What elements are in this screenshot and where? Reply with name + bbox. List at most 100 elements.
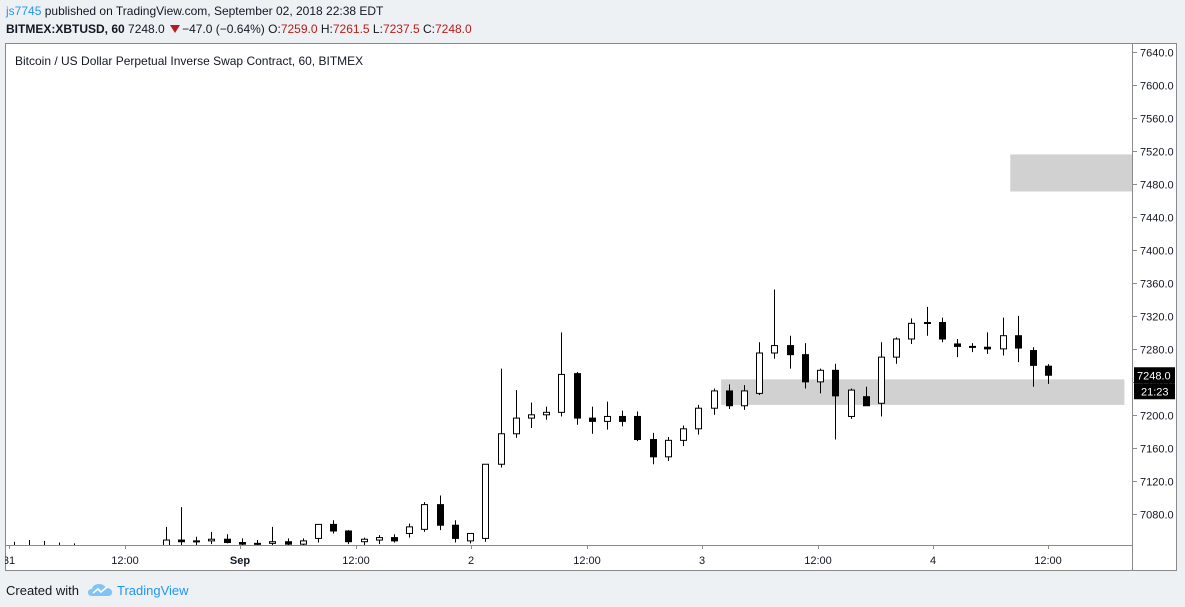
candle-up xyxy=(878,356,885,404)
x-tick-label: 4 xyxy=(930,555,936,567)
candle-down xyxy=(239,542,246,545)
x-tick-label: 3 xyxy=(699,555,705,567)
countdown-label: 21:23 xyxy=(1141,386,1169,398)
candle-down xyxy=(619,415,626,422)
candle-up xyxy=(421,504,428,530)
candle-down xyxy=(1045,365,1052,376)
candle-down xyxy=(650,439,657,458)
candle-down xyxy=(574,373,581,419)
y-tick-label: 7160.0 xyxy=(1140,444,1174,456)
published-text: published on TradingView.com, September … xyxy=(44,4,384,18)
candle-up xyxy=(817,369,824,383)
candle-up xyxy=(665,439,672,458)
candle-up xyxy=(741,390,748,407)
candle-up xyxy=(254,542,261,545)
candlestick-chart[interactable]: 7080.07120.07160.07200.07240.07280.07320… xyxy=(5,43,1177,571)
candle-up xyxy=(924,322,931,325)
last-price-box xyxy=(1134,367,1175,384)
x-tick-label: 12:00 xyxy=(342,555,370,567)
y-tick-label: 7120.0 xyxy=(1140,477,1174,489)
chart-panel[interactable] xyxy=(5,43,1177,571)
candle-down xyxy=(984,346,991,350)
candle-down xyxy=(452,524,459,539)
candle-up xyxy=(680,428,687,441)
candle-down xyxy=(88,549,94,551)
candle-down xyxy=(330,523,337,532)
candle-up xyxy=(604,415,611,422)
down-triangle-icon xyxy=(170,25,181,33)
close-value: 7248.0 xyxy=(434,22,472,36)
candle-up xyxy=(482,463,489,539)
y-tick-label: 7280.0 xyxy=(1140,345,1174,357)
candle-down xyxy=(12,547,18,549)
close-label: C: xyxy=(422,22,435,36)
candle-up xyxy=(908,322,915,340)
candle-up xyxy=(528,414,535,419)
last-price: 7248.0 xyxy=(128,22,165,36)
candle-up xyxy=(771,345,778,354)
price-change: −47.0 (−0.64%) xyxy=(182,22,265,36)
x-tick-label: 12:00 xyxy=(111,555,139,567)
y-tick-label: 7440.0 xyxy=(1140,213,1174,225)
author-link[interactable]: js7745 xyxy=(6,4,42,18)
x-tick-label: Sep xyxy=(230,555,250,567)
candle-up xyxy=(467,532,474,542)
tradingview-cloud-icon[interactable] xyxy=(87,582,113,598)
y-tick-label: 7080.0 xyxy=(1140,510,1174,522)
candle-down xyxy=(178,539,185,543)
created-with-label: Created with xyxy=(6,582,79,598)
candle-up xyxy=(269,541,276,544)
open-value: 7259.0 xyxy=(280,22,318,36)
candle-down xyxy=(832,369,839,397)
candle-up xyxy=(208,538,215,542)
candle-up xyxy=(498,433,505,465)
candle-down xyxy=(345,530,352,543)
y-tick-label: 7600.0 xyxy=(1140,81,1174,93)
candle-up xyxy=(893,338,900,358)
low-label: L: xyxy=(372,22,383,36)
candle-up xyxy=(543,411,550,416)
low-value: 7237.5 xyxy=(382,22,420,36)
candle-down xyxy=(285,541,292,545)
high-label: H: xyxy=(320,22,333,36)
candle-up xyxy=(163,539,170,545)
candle-down xyxy=(72,547,78,549)
candle-up xyxy=(103,549,109,551)
candle-up xyxy=(193,540,200,543)
candle-down xyxy=(726,390,733,407)
candle-up xyxy=(27,547,33,549)
candle-down xyxy=(1015,335,1022,349)
countdown-box xyxy=(1134,383,1175,400)
x-tick-label: 12:00 xyxy=(804,555,832,567)
candle-down xyxy=(1030,350,1037,366)
candle-down xyxy=(133,548,139,550)
tradingview-link[interactable]: TradingView xyxy=(116,582,189,598)
candle-down xyxy=(224,538,231,544)
y-tick-label: 7520.0 xyxy=(1140,147,1174,159)
support-resistance-zone xyxy=(1010,154,1132,192)
y-tick-label: 7320.0 xyxy=(1140,312,1174,324)
candle-down xyxy=(391,537,398,542)
candle-up xyxy=(118,548,124,549)
last-price-label: 7248.0 xyxy=(1137,370,1171,382)
y-tick-label: 7200.0 xyxy=(1140,411,1174,423)
candle-up xyxy=(558,373,565,413)
candle-up xyxy=(300,540,307,545)
y-tick-label: 7400.0 xyxy=(1140,246,1174,258)
ohlc-line: BITMEX:XBTUSD, 60 7248.0 −47.0 (−0.64%) … xyxy=(6,22,472,36)
candle-up xyxy=(513,417,520,435)
candle-up xyxy=(848,389,855,417)
x-tick-label: 2 xyxy=(468,555,474,567)
publish-line: js7745 published on TradingView.com, Sep… xyxy=(6,4,383,18)
x-tick-label: 12:00 xyxy=(573,555,601,567)
y-tick-label: 7360.0 xyxy=(1140,279,1174,291)
candle-up xyxy=(406,526,413,534)
chart-title: Bitcoin / US Dollar Perpetual Inverse Sw… xyxy=(15,54,364,68)
candle-down xyxy=(634,415,641,441)
candle-up xyxy=(149,548,155,550)
candle-up xyxy=(695,407,702,430)
candle-down xyxy=(437,504,444,526)
x-tick-label: 12:00 xyxy=(1034,555,1062,567)
candle-up xyxy=(756,352,763,394)
candle-down xyxy=(787,345,794,356)
